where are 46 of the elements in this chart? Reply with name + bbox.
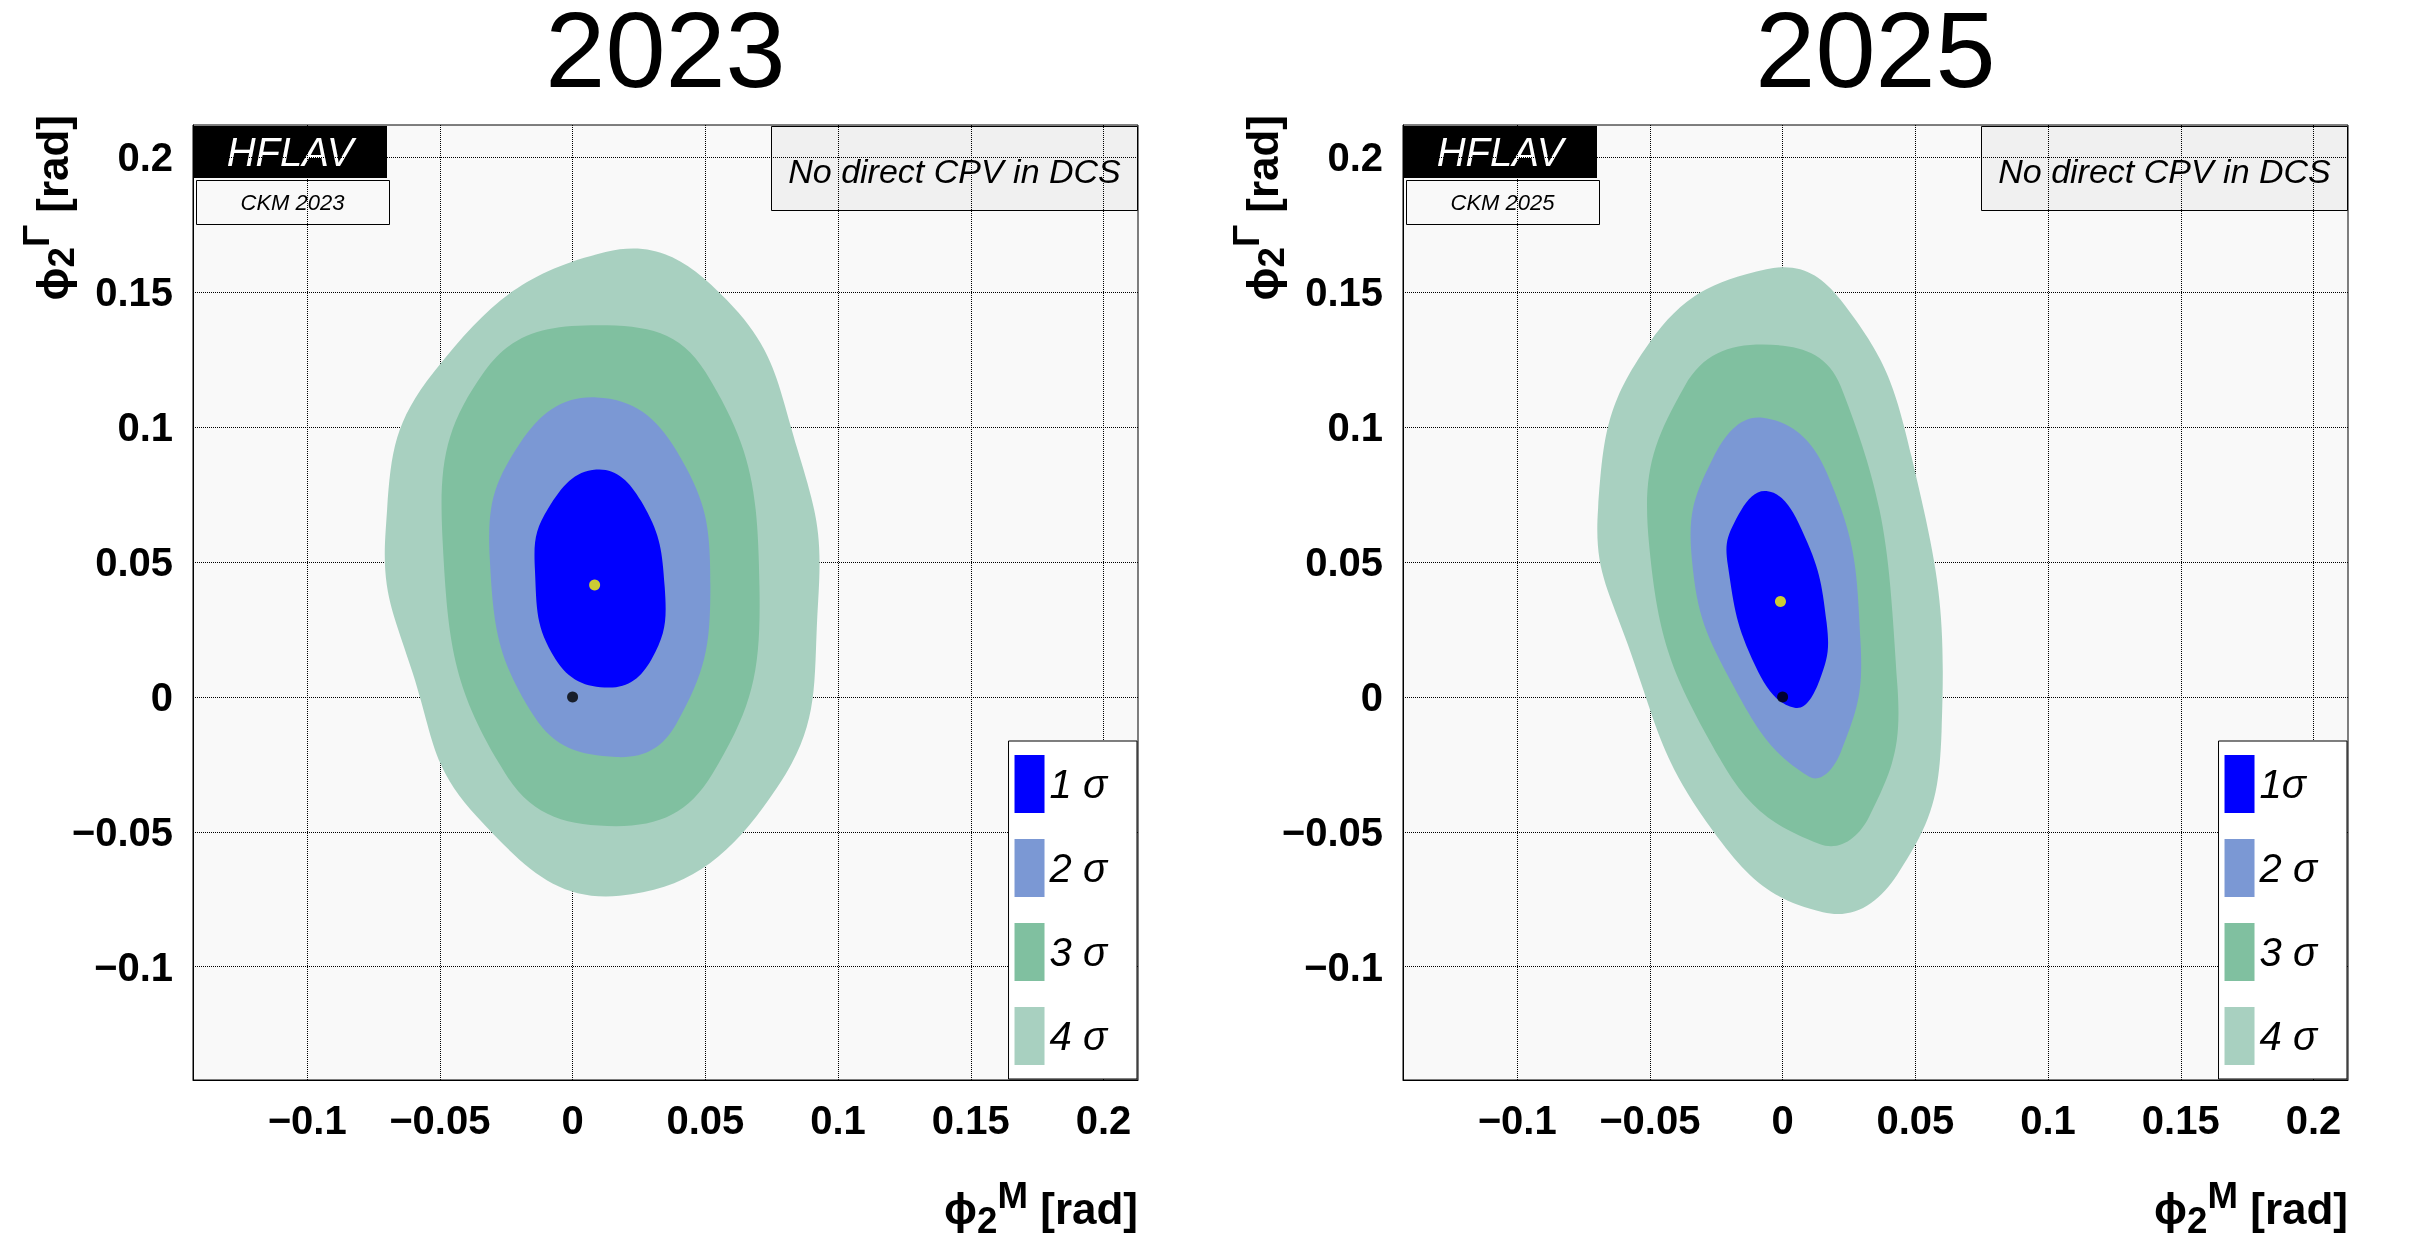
annotation: No direct CPV in DCS xyxy=(788,151,1122,190)
x-tick-label: 0.15 xyxy=(2141,1098,2220,1142)
legend-label: 1 σ xyxy=(1049,762,1109,806)
y-tick-label: −0.05 xyxy=(1281,809,1383,854)
y-tick-label: 0.1 xyxy=(1327,405,1383,450)
y-tick-label: 0.15 xyxy=(95,270,173,315)
y-tick-label: 0.15 xyxy=(1305,270,1383,315)
legend-label: 2 σ xyxy=(1048,846,1109,890)
x-tick-label: −0.05 xyxy=(389,1098,491,1142)
x-axis-title: ϕ$_{2}$$^{M}$ [rad] xyxy=(944,1175,1138,1237)
annotation: No direct CPV in DCS xyxy=(1998,151,2332,190)
legend-label: 3 σ xyxy=(2259,930,2319,974)
x-tick-label: −0.1 xyxy=(1477,1098,1557,1142)
y-tick-label: −0.05 xyxy=(71,809,173,854)
x-tick-label: 0.15 xyxy=(931,1098,1010,1142)
y-tick-label: −0.1 xyxy=(1304,944,1383,989)
x-tick-label: −0.05 xyxy=(1599,1098,1701,1142)
legend-label: 4 σ xyxy=(1049,1014,1109,1058)
y-tick-label: 0.2 xyxy=(117,135,173,180)
y-tick-label: 0.2 xyxy=(1327,135,1383,180)
x-tick-label: 0.1 xyxy=(810,1098,866,1142)
x-tick-label: 0.2 xyxy=(2285,1098,2342,1142)
x-tick-label: −0.1 xyxy=(267,1098,347,1142)
y-tick-label: 0.1 xyxy=(117,405,173,450)
chart-title: 2023 xyxy=(544,0,787,110)
y-tick-label: 0.05 xyxy=(95,540,173,585)
y-tick-label: −0.1 xyxy=(94,944,173,989)
legend-label: 3 σ xyxy=(1049,930,1109,974)
chart-title: 2025 xyxy=(1754,0,1997,110)
x-tick-label: 0 xyxy=(1771,1098,1794,1142)
x-tick-label: 0.2 xyxy=(1075,1098,1132,1142)
y-tick-label: 0 xyxy=(1360,674,1383,719)
annotation: HFLAV xyxy=(1436,130,1567,174)
legend-label: 1σ xyxy=(2259,762,2308,806)
legend-label: 2 σ xyxy=(2258,846,2319,890)
y-tick-label: 0 xyxy=(150,674,173,719)
x-tick-label: 0.05 xyxy=(1876,1098,1955,1142)
y-tick-label: 0.05 xyxy=(1305,540,1383,585)
annotation: HFLAV xyxy=(226,130,357,174)
annotation: CKM 2025 xyxy=(1450,190,1556,215)
legend-label: 4 σ xyxy=(2259,1014,2319,1058)
x-tick-label: 0.1 xyxy=(2020,1098,2076,1142)
x-axis-title: ϕ$_{2}$$^{M}$ [rad] xyxy=(2154,1175,2348,1237)
x-tick-label: 0 xyxy=(561,1098,584,1142)
x-tick-label: 0.05 xyxy=(666,1098,745,1142)
annotation: CKM 2023 xyxy=(240,190,346,215)
